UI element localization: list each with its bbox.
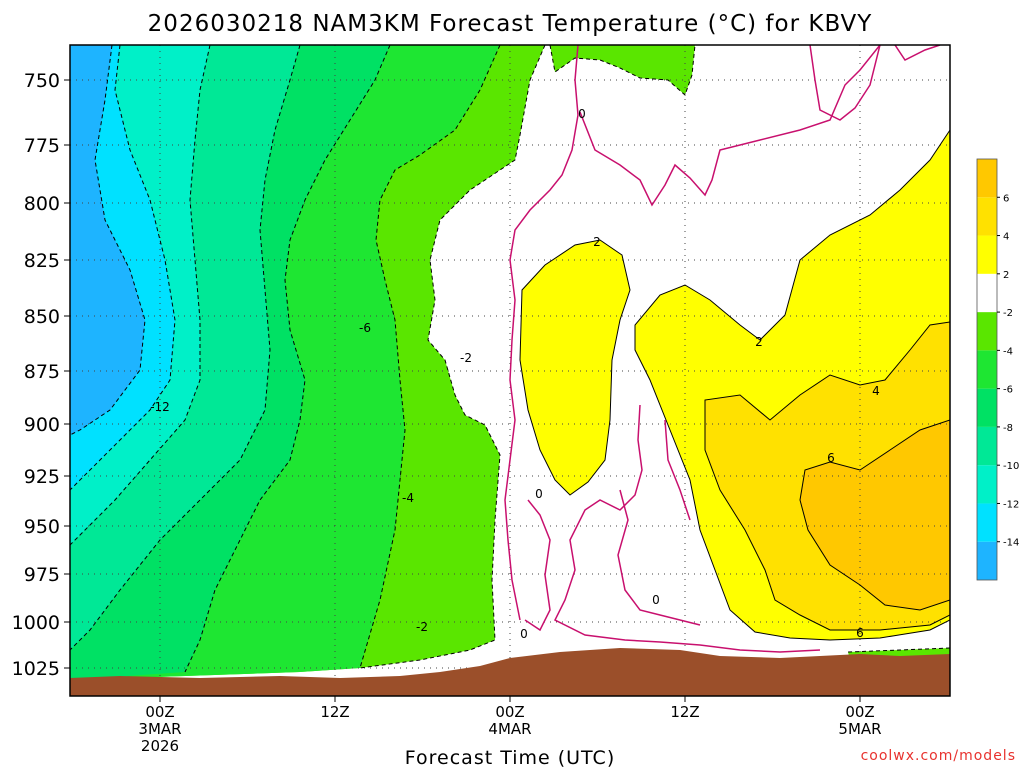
x-tick-label: 4MAR	[488, 720, 531, 738]
ground-fill	[70, 648, 950, 696]
credit-text: coolwx.com/models	[861, 748, 1016, 764]
contour-label-p6-upper: 6	[827, 451, 835, 465]
colorbar-label: 2	[1003, 270, 1009, 281]
zero-line-top-c	[809, 45, 881, 121]
y-tick-label: 1025	[12, 658, 60, 680]
y-tick-label: 750	[24, 70, 60, 92]
isotherm-m2-line	[359, 45, 546, 669]
x-tick-label: 5MAR	[838, 720, 881, 738]
y-tick-label: 800	[24, 193, 60, 215]
y-tick-label: 925	[24, 466, 60, 488]
y-tick-label: 775	[24, 135, 60, 157]
plot-area	[70, 45, 950, 696]
x-tick-label: 12Z	[320, 703, 349, 721]
band-m14-fill	[70, 45, 145, 435]
colorbar-label: 6	[1003, 193, 1009, 204]
colorbar-swatch	[977, 273, 997, 313]
contour-labels: -12 -6 -4 -2 -2 0 0 0 0 2 2 4 6 6	[150, 107, 880, 641]
colorbar-swatch	[977, 350, 997, 389]
dashed-isotherms	[70, 45, 950, 673]
contour-label-0-top: 0	[578, 107, 586, 121]
isotherm-m2-pocket-line	[549, 45, 696, 96]
colorbar-label: 4	[1003, 232, 1009, 243]
zero-line-mid	[553, 404, 821, 653]
zero-isotherms	[504, 45, 941, 653]
y-axis: 750 775 800 825 850 875 900 925 950 975 …	[12, 70, 70, 680]
contour-label-p6-lower: 6	[856, 626, 864, 640]
band-p2-fill-left	[520, 240, 630, 495]
zero-line-top-d	[894, 45, 941, 61]
contour-label-p2-right: 2	[755, 335, 763, 349]
x-tick-label: 00Z	[145, 703, 174, 721]
isotherm-m6-line	[184, 45, 391, 673]
colorbar-label: -6	[1003, 385, 1013, 396]
chart-title: 2026030218 NAM3KM Forecast Temperature (…	[148, 11, 873, 37]
colorbar-label: -4	[1003, 346, 1013, 357]
colorbar-label: -2	[1003, 308, 1013, 319]
zero-line-low-a	[524, 499, 551, 632]
x-tick-label: 2026	[141, 737, 179, 755]
isotherm-m12-line	[70, 45, 176, 491]
isotherm-p6-line	[799, 419, 950, 611]
y-tick-label: 950	[24, 516, 60, 538]
contour-label-m6: -6	[359, 321, 371, 335]
x-tick-label: 00Z	[495, 703, 524, 721]
colorbar-swatch	[977, 503, 997, 542]
contour-label-m12: -12	[150, 400, 170, 414]
colorbar-swatch	[977, 159, 997, 198]
isotherm-p2-left-line	[519, 239, 631, 496]
contour-label-m2-lower: -2	[416, 620, 428, 634]
contour-label-0-mid: 0	[535, 487, 543, 501]
y-tick-label: 875	[24, 361, 60, 383]
zero-line-top-a	[504, 45, 579, 621]
colorbar-swatch	[977, 388, 997, 427]
zero-line-top-b	[579, 45, 881, 207]
x-tick-label: 00Z	[845, 703, 874, 721]
isotherm-m4-line	[359, 45, 501, 669]
y-tick-label: 975	[24, 564, 60, 586]
contour-label-p2-left: 2	[593, 235, 601, 249]
zero-line-low-c	[664, 419, 691, 521]
contour-label-0-low: 0	[520, 627, 528, 641]
solid-isotherms	[519, 129, 950, 641]
x-tick-label: 12Z	[670, 703, 699, 721]
colorbar-label: -8	[1003, 423, 1013, 434]
isotherm-m14-line	[70, 45, 146, 436]
x-axis-label: Forecast Time (UTC)	[405, 747, 615, 768]
y-tick-label: 825	[24, 250, 60, 272]
isotherm-m10-line	[70, 45, 211, 546]
colorbar-label: -14	[1003, 538, 1019, 549]
zero-line-low-b	[617, 489, 701, 626]
colorbar: -14 -12 -10 -8 -6 -4 -2 2 4 6	[976, 158, 1019, 581]
contour-label-m2-upper: -2	[460, 351, 472, 365]
y-tick-label: 850	[24, 306, 60, 328]
colorbar-swatch	[977, 235, 997, 274]
contour-label-0-right: 0	[652, 593, 660, 607]
colorbar-swatch	[977, 541, 997, 580]
band-p6-fill	[800, 420, 950, 610]
colorbar-swatch	[977, 312, 997, 351]
colorbar-swatch	[977, 426, 997, 466]
colorbar-frame	[976, 158, 998, 581]
contour-label-p4: 4	[872, 384, 880, 398]
isotherm-p2-right-line	[634, 129, 950, 641]
grid	[70, 45, 950, 696]
colorbar-label: -12	[1003, 499, 1019, 510]
colorbar-label: -10	[1003, 461, 1019, 472]
contour-label-m4: -4	[402, 491, 414, 505]
x-tick-label: 3MAR	[138, 720, 181, 738]
y-tick-label: 900	[24, 414, 60, 436]
colorbar-swatch	[977, 465, 997, 504]
isotherm-p4-line	[704, 321, 950, 631]
y-tick-label: 1000	[12, 612, 60, 634]
band-m2-pocket-a	[550, 45, 695, 95]
colorbar-swatch	[977, 197, 997, 236]
x-axis: 00Z 3MAR 2026 12Z 00Z 4MAR 12Z 00Z 5MAR	[138, 696, 882, 755]
